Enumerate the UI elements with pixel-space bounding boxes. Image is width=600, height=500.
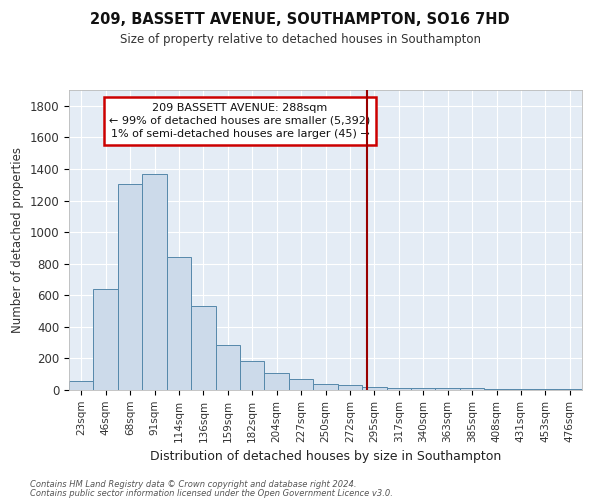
X-axis label: Distribution of detached houses by size in Southampton: Distribution of detached houses by size … bbox=[150, 450, 501, 463]
Bar bbox=[533, 389, 557, 390]
Text: Size of property relative to detached houses in Southampton: Size of property relative to detached ho… bbox=[119, 32, 481, 46]
Text: 209, BASSETT AVENUE, SOUTHAMPTON, SO16 7HD: 209, BASSETT AVENUE, SOUTHAMPTON, SO16 7… bbox=[90, 12, 510, 28]
Bar bbox=[265, 372, 289, 390]
Bar bbox=[509, 389, 533, 390]
Bar bbox=[215, 345, 240, 390]
Bar bbox=[557, 389, 582, 390]
Bar bbox=[362, 387, 386, 390]
Bar bbox=[289, 379, 313, 390]
Bar bbox=[386, 388, 411, 390]
Bar bbox=[338, 386, 362, 390]
Bar bbox=[460, 388, 484, 390]
Bar bbox=[69, 382, 94, 390]
Bar bbox=[436, 388, 460, 390]
Text: Contains HM Land Registry data © Crown copyright and database right 2024.: Contains HM Land Registry data © Crown c… bbox=[30, 480, 356, 489]
Bar bbox=[313, 384, 338, 390]
Bar bbox=[191, 306, 215, 390]
Bar bbox=[142, 174, 167, 390]
Bar bbox=[118, 184, 142, 390]
Bar bbox=[484, 389, 509, 390]
Bar bbox=[240, 361, 265, 390]
Y-axis label: Number of detached properties: Number of detached properties bbox=[11, 147, 24, 333]
Bar bbox=[167, 256, 191, 390]
Text: 209 BASSETT AVENUE: 288sqm
← 99% of detached houses are smaller (5,392)
1% of se: 209 BASSETT AVENUE: 288sqm ← 99% of deta… bbox=[109, 102, 371, 139]
Bar bbox=[411, 388, 436, 390]
Bar bbox=[94, 289, 118, 390]
Text: Contains public sector information licensed under the Open Government Licence v3: Contains public sector information licen… bbox=[30, 488, 393, 498]
